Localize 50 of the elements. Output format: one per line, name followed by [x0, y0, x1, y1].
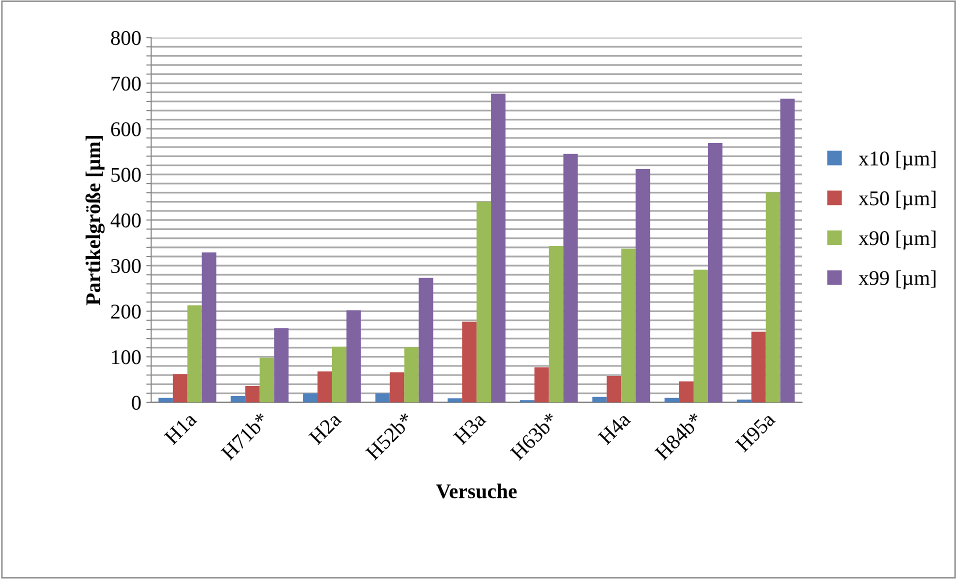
bar	[563, 154, 578, 402]
bar	[303, 393, 318, 402]
x-tick-label: H3a	[452, 411, 487, 446]
bar	[260, 358, 274, 402]
bar	[230, 396, 246, 402]
x-axis-title: Versuche	[436, 484, 517, 498]
y-tick-label: 700	[112, 76, 141, 91]
x-tick-label: H2a	[308, 411, 342, 446]
bar	[375, 393, 390, 402]
bar	[245, 386, 260, 402]
bar	[404, 347, 419, 402]
bar	[780, 98, 795, 402]
legend-label: x10 [µm]	[858, 150, 936, 170]
y-tick-label: 200	[111, 304, 141, 319]
bar	[476, 202, 492, 402]
y-axis-title: Partikelgröße [µm]	[85, 136, 105, 306]
bar	[390, 372, 404, 402]
bar	[621, 248, 636, 402]
y-tick-label: 600	[111, 122, 141, 136]
bar	[491, 94, 506, 402]
y-tick-label: 800	[111, 31, 141, 46]
bar	[332, 346, 346, 402]
bar	[274, 328, 289, 402]
x-tick-label: H1a	[164, 411, 198, 446]
y-tick-label: 100	[112, 350, 141, 364]
bar	[736, 400, 752, 402]
bar	[172, 374, 188, 402]
bar	[548, 246, 564, 402]
y-tick-label: 400	[110, 213, 141, 228]
y-tick-label: 300	[111, 258, 141, 274]
bar	[679, 381, 694, 402]
bar	[708, 142, 722, 402]
bar	[534, 367, 549, 402]
bar	[751, 332, 766, 402]
bar	[606, 376, 622, 402]
legend-label: x90 [µm]	[858, 230, 936, 250]
y-tick-label: 500	[111, 168, 141, 182]
legend-label: x50 [µm]	[858, 190, 936, 210]
bar	[462, 322, 477, 402]
bar	[202, 252, 216, 402]
bar	[346, 310, 361, 402]
bar	[694, 270, 708, 402]
bar	[766, 192, 780, 402]
y-tick-label: 0	[132, 396, 141, 410]
bar	[418, 278, 434, 402]
bar	[636, 168, 650, 402]
bar	[318, 371, 332, 402]
legend-label: x99 [µm]	[858, 270, 936, 290]
bar	[187, 305, 202, 402]
x-tick-label: H4a	[598, 411, 632, 446]
